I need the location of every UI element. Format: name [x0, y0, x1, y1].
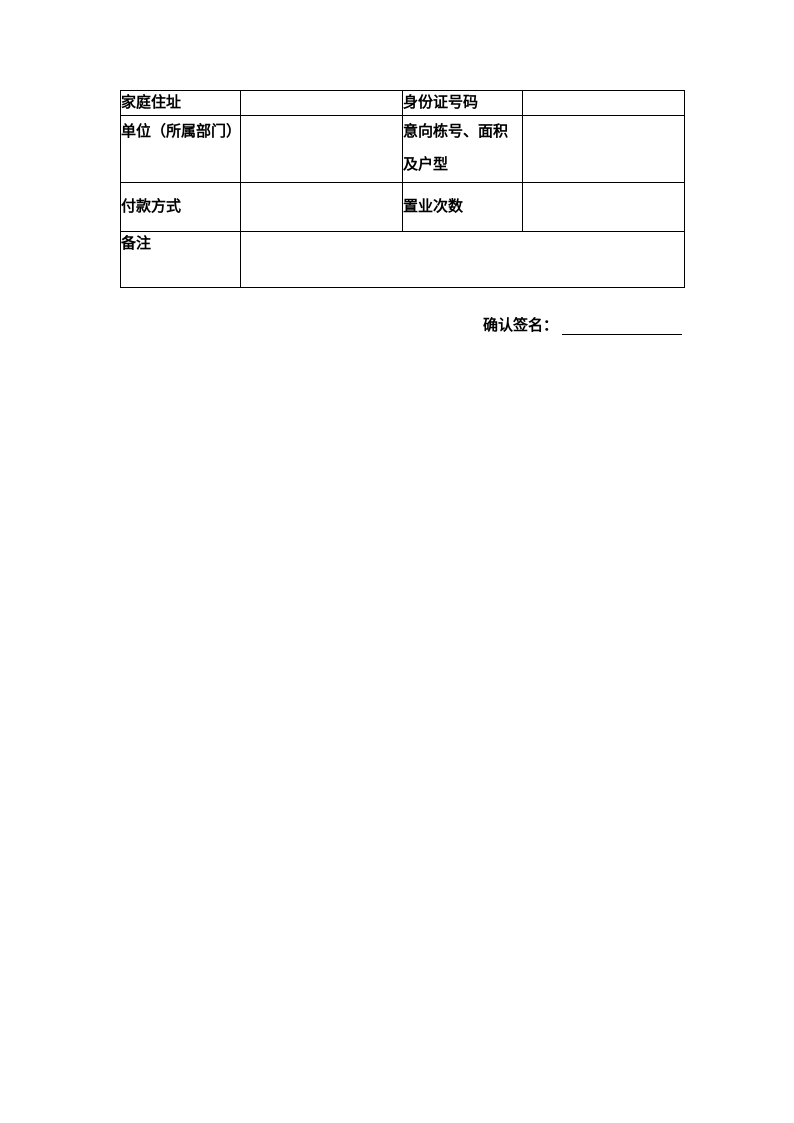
label-payment-method: 付款方式 [121, 183, 241, 232]
table-row: 备注 [121, 232, 685, 288]
form-table: 家庭住址 身份证号码 单位（所属部门） 意向栋号、面积及户型 付款方式 置业次数… [120, 90, 685, 288]
label-purchase-count: 置业次数 [403, 183, 523, 232]
label-home-address: 家庭住址 [121, 91, 241, 116]
value-payment-method[interactable] [241, 183, 403, 232]
value-remarks[interactable] [241, 232, 685, 288]
signature-label: 确认签名： [483, 318, 558, 334]
table-row: 单位（所属部门） 意向栋号、面积及户型 [121, 116, 685, 183]
signature-underline[interactable] [562, 319, 682, 335]
value-id-number[interactable] [523, 91, 685, 116]
signature-section: 确认签名： [120, 314, 684, 335]
value-home-address[interactable] [241, 91, 403, 116]
table-row: 付款方式 置业次数 [121, 183, 685, 232]
label-building-area-type: 意向栋号、面积及户型 [403, 116, 523, 183]
label-unit-department: 单位（所属部门） [121, 116, 241, 183]
page-container: 家庭住址 身份证号码 单位（所属部门） 意向栋号、面积及户型 付款方式 置业次数… [0, 0, 794, 335]
table-row: 家庭住址 身份证号码 [121, 91, 685, 116]
value-purchase-count[interactable] [523, 183, 685, 232]
label-remarks: 备注 [121, 232, 241, 288]
value-building-area-type[interactable] [523, 116, 685, 183]
label-id-number: 身份证号码 [403, 91, 523, 116]
value-unit-department[interactable] [241, 116, 403, 183]
